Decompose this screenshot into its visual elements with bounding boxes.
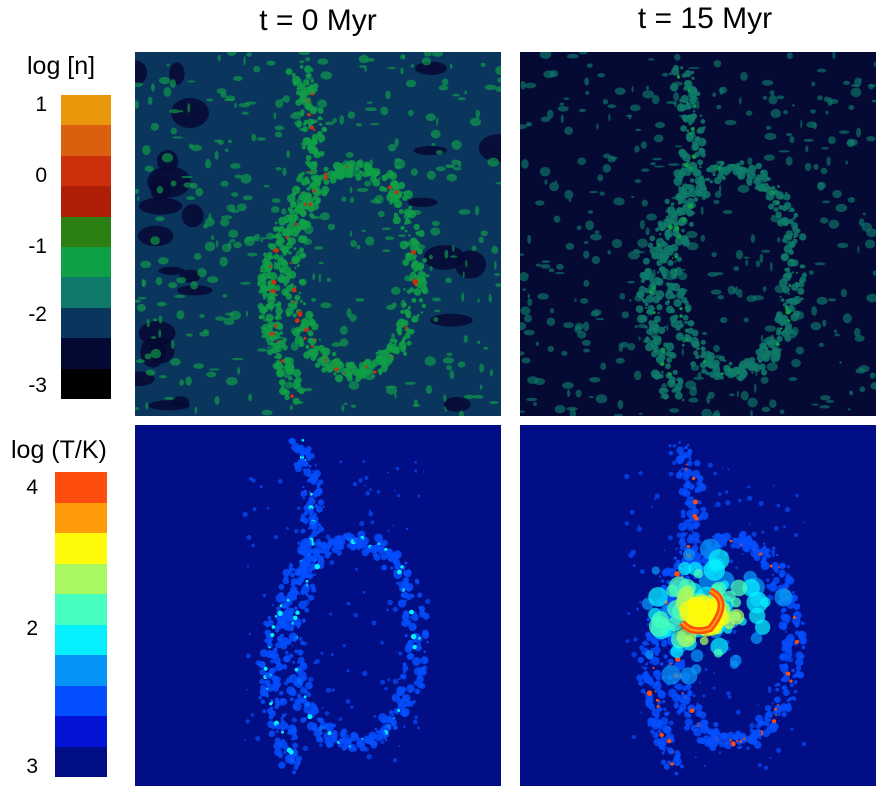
density-tick-0: 0 [35, 164, 47, 187]
density-colorbar-segment [61, 125, 111, 156]
density-colorbar-segment [61, 246, 111, 278]
density-map-t0 [135, 52, 501, 416]
density-tick-minus2: -2 [28, 303, 47, 326]
density-colorbar-segment [61, 186, 111, 217]
temperature-colorbar-segment [55, 594, 107, 625]
density-colorbar-segment [61, 277, 111, 308]
heatmap-structure [520, 52, 876, 416]
density-map-t15 [520, 52, 876, 416]
temperature-colorbar-segment [55, 624, 107, 655]
temperature-tick-4: 4 [26, 476, 38, 499]
density-colorbar-segment [61, 338, 111, 369]
temperature-colorbar-segment [55, 655, 107, 686]
heatmap-structure [242, 437, 431, 775]
density-colorbar-segment [61, 216, 111, 247]
heatmap-structure [624, 441, 808, 776]
temperature-tick-2: 2 [26, 617, 38, 640]
density-colorbar-segment [61, 95, 111, 126]
temperature-colorbar-segment [55, 502, 107, 533]
column-title-t15: t = 15 Myr [637, 2, 773, 35]
temperature-colorbar-segment [55, 716, 107, 747]
temperature-colorbar-segment [55, 685, 107, 716]
density-tick-1: 1 [35, 93, 47, 116]
temperature-map-t15 [520, 425, 876, 786]
temperature-colorbar-segment [55, 563, 107, 594]
temperature-colorbar-segment [55, 472, 107, 503]
heatmap-structure [135, 52, 501, 416]
density-tick-minus1: -1 [28, 235, 47, 258]
density-colorbar [61, 95, 111, 399]
temperature-tick-3: 3 [26, 755, 38, 778]
temperature-colorbar-title: log (T/K) [11, 436, 107, 464]
density-colorbar-title: log [n] [27, 52, 96, 80]
temperature-colorbar-segment [55, 746, 107, 777]
density-colorbar-segment [61, 368, 111, 399]
density-colorbar-segment [61, 307, 111, 339]
column-title-t0: t = 0 Myr [259, 4, 377, 37]
density-tick-minus3: -3 [28, 374, 47, 397]
temperature-colorbar [55, 472, 107, 777]
temperature-map-t0 [135, 425, 501, 786]
temperature-colorbar-segment [55, 533, 107, 564]
density-colorbar-segment [61, 155, 111, 187]
